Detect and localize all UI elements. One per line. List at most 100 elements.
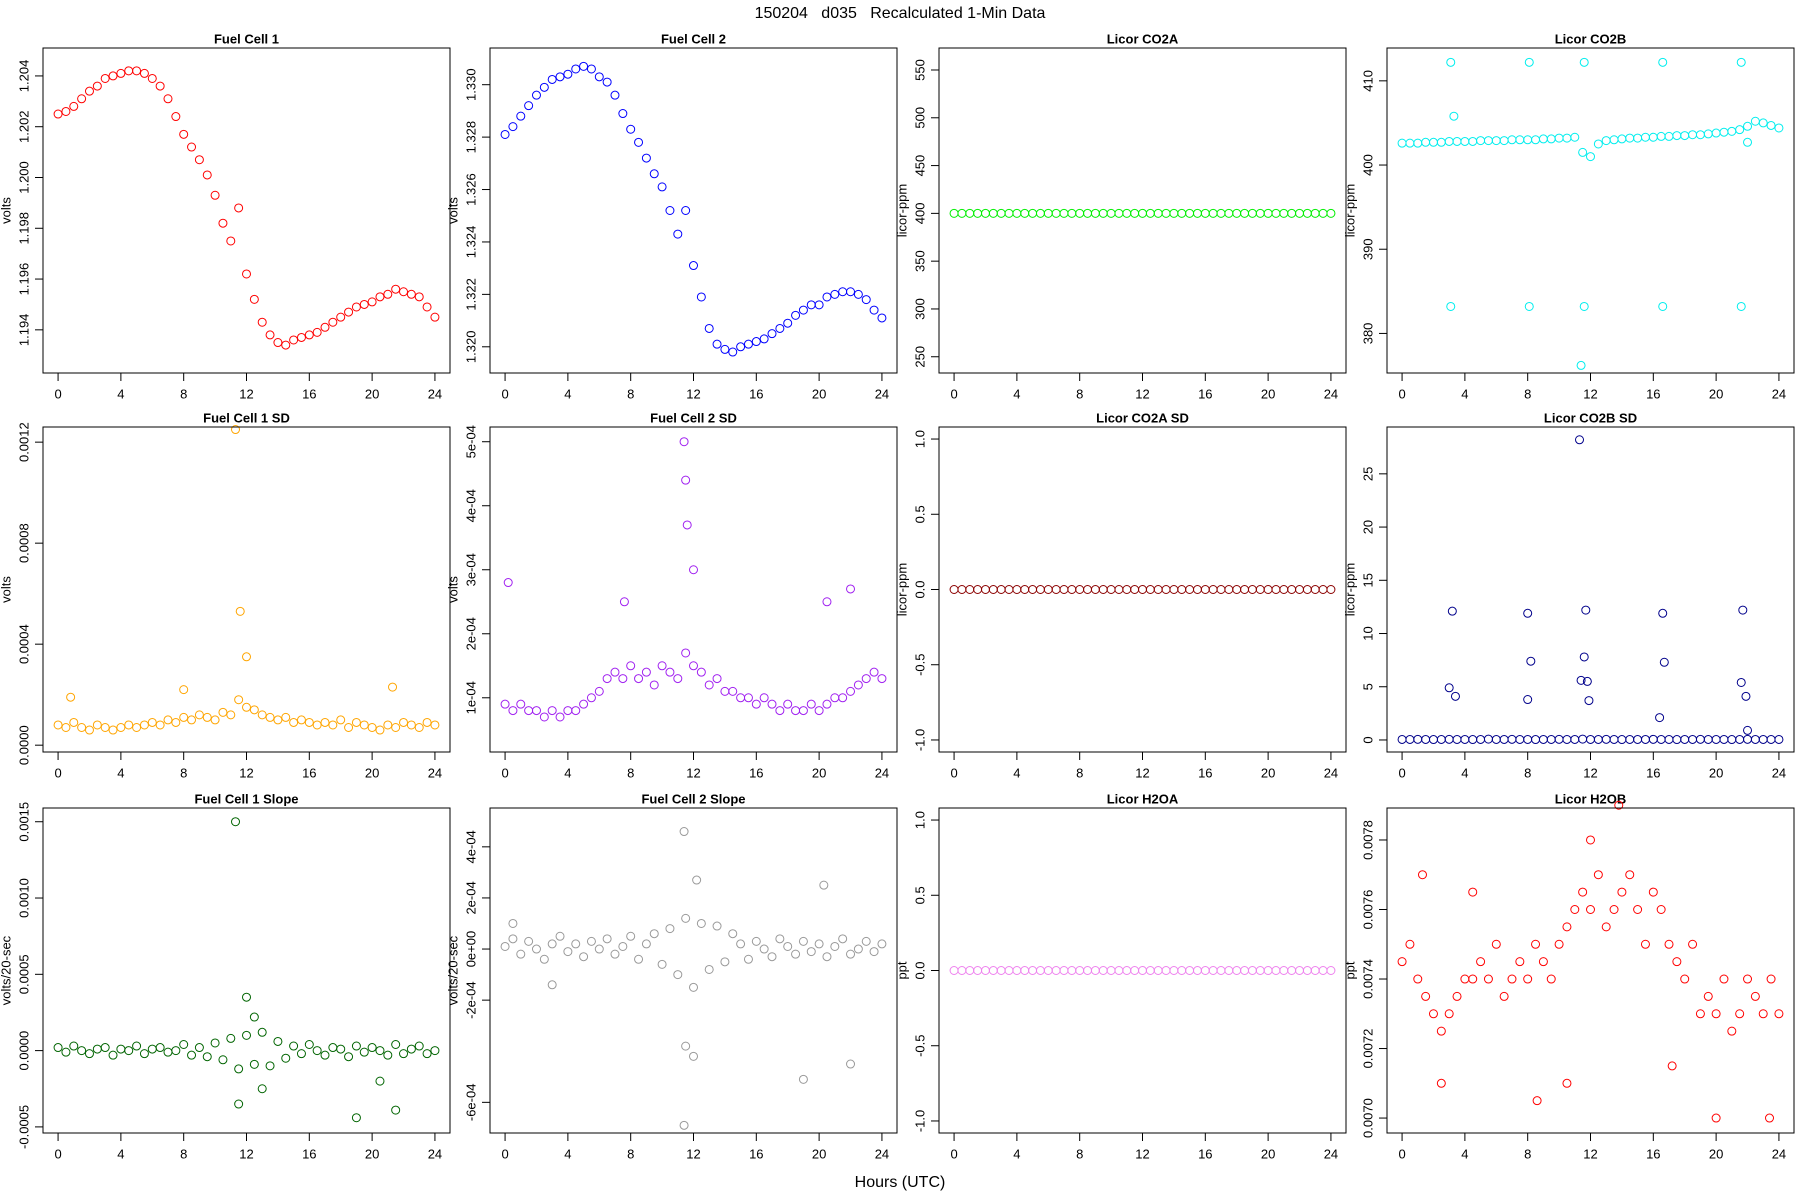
x-tick-label: 8 [627,1146,634,1161]
y-tick-label: 0 [1360,736,1375,743]
point [1035,966,1045,975]
point [689,1051,698,1061]
y-axis-label: ppt [1342,961,1357,979]
point [1447,606,1457,616]
point [1428,735,1438,745]
point [1232,208,1242,218]
x-tick-label: 20 [365,765,379,780]
point [1659,657,1669,667]
point [100,723,110,733]
point [877,313,887,323]
y-tick-label: 0.0000 [16,1031,31,1071]
x-tick-label: 12 [1583,386,1597,401]
point [1526,656,1536,666]
y-tick-label: 2e-04 [463,881,478,914]
point [304,330,314,340]
point [1507,974,1517,984]
plot-frame [1386,807,1795,1134]
point [1695,1009,1705,1019]
point [728,347,738,357]
point [1051,966,1061,975]
point [798,1074,808,1084]
point [100,73,110,83]
point [767,699,777,709]
point [116,1044,126,1054]
point [1680,734,1690,744]
point [100,1043,110,1053]
y-axis-label: ppt [894,961,909,979]
point [1020,208,1030,218]
y-axis-label: volts [0,197,13,224]
point [1719,734,1729,744]
point [869,667,879,677]
point [819,880,829,890]
x-tick-label: 0 [54,1146,61,1161]
point [1059,585,1069,594]
point [1287,208,1297,218]
point [1130,966,1140,975]
point [367,723,377,733]
point [242,652,251,662]
point [84,1049,94,1059]
point [69,101,79,111]
y-tick-label: -6e-04 [463,1084,478,1122]
point [846,686,856,696]
point [1578,887,1588,897]
point [1499,991,1509,1001]
point [822,597,832,607]
point [1538,134,1548,144]
point [1232,585,1242,594]
point [414,723,424,733]
point [1532,1096,1542,1106]
point [1581,605,1591,615]
point [1067,208,1077,218]
point [579,699,589,709]
point [351,1113,361,1123]
point [1397,957,1407,967]
point [641,939,651,949]
x-tick-label: 24 [875,386,889,401]
point [1750,991,1760,1001]
point [1648,734,1658,744]
point [1578,734,1588,744]
point [1255,966,1265,975]
point [610,949,620,959]
point [1736,677,1746,687]
point [1633,734,1643,744]
point [696,918,706,928]
point [1476,136,1486,146]
point [132,1041,142,1051]
point [1192,585,1202,594]
point [1586,835,1595,845]
point [814,939,824,949]
point [524,101,534,111]
point [1436,1078,1446,1088]
point [1200,208,1210,218]
point [783,941,793,951]
point [139,720,149,730]
point [257,710,267,720]
x-tick-label: 24 [1772,1146,1786,1161]
point [1161,966,1171,975]
point [1617,887,1627,897]
point [226,1033,236,1043]
point [673,229,683,239]
point [257,317,267,327]
panel-title: Licor CO2A [1107,31,1179,46]
point [1035,585,1045,594]
point [210,715,220,725]
y-tick-label: 5e-04 [463,425,478,458]
point [1200,966,1210,975]
point [1554,939,1564,949]
point [973,585,983,594]
point [1658,57,1668,67]
point [1688,130,1698,140]
point [351,302,361,312]
point [53,109,63,119]
point [1247,208,1257,218]
point [681,1041,691,1051]
point [328,317,338,327]
y-tick-label: 0.0072 [1360,1029,1375,1069]
point [712,674,722,684]
point [1098,585,1108,594]
